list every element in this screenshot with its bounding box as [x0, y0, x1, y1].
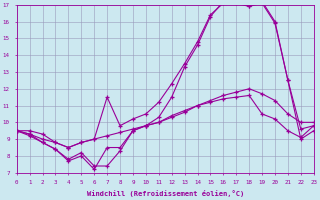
X-axis label: Windchill (Refroidissement éolien,°C): Windchill (Refroidissement éolien,°C) [87, 190, 244, 197]
